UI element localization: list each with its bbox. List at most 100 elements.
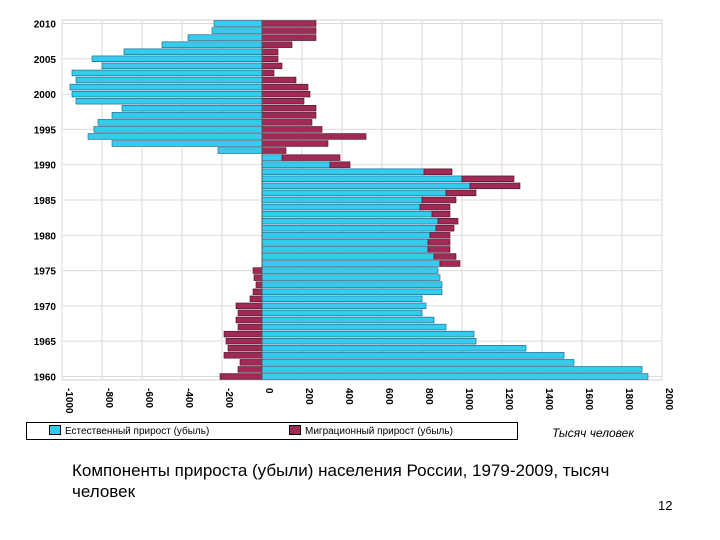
bar-migration-1979: [427, 239, 451, 246]
bar-natural-1979: [261, 239, 429, 246]
slide-caption: Компоненты прироста (убыли) населения Ро…: [72, 461, 610, 501]
bar-natural-1991: [261, 154, 283, 161]
bar-migration-1986: [445, 189, 477, 197]
bar-natural-1974: [261, 274, 441, 281]
bar-migration-1971: [249, 295, 263, 303]
bar-migration-1963: [223, 352, 263, 359]
y-tick-label: 2005: [34, 55, 57, 66]
bar-migration-1964: [227, 345, 263, 352]
bar-natural-1976: [261, 260, 441, 267]
bar-migration-1996: [261, 119, 313, 126]
bar-natural-1963: [261, 352, 565, 359]
legend-label-migration: Миграционный прирост (убыль): [305, 426, 453, 437]
bar-natural-1971: [261, 295, 423, 303]
bar-migration-1990: [329, 161, 351, 168]
bar-migration-1985: [421, 196, 457, 204]
bar-natural-1987: [261, 182, 471, 190]
bar-migration-1970: [235, 302, 263, 310]
x-tick-label: 800: [423, 388, 434, 405]
bar-migration-1980: [429, 232, 451, 239]
bar-migration-1987: [469, 182, 521, 190]
bar-migration-1984: [419, 203, 451, 211]
bar-natural-1994: [87, 133, 263, 140]
bar-natural-1985: [261, 196, 423, 204]
bar-migration-1982: [437, 217, 459, 225]
bar-natural-1966: [261, 330, 475, 338]
bar-migration-1968: [235, 316, 263, 324]
bar-natural-1977: [261, 253, 435, 260]
bar-natural-1980: [261, 232, 431, 239]
x-axis-unit-label: Тысяч человек: [552, 426, 634, 440]
bar-natural-1981: [261, 225, 437, 232]
bar-natural-1997: [111, 112, 263, 119]
bar-natural-2007: [161, 41, 263, 48]
bar-natural-2004: [101, 62, 263, 70]
y-tick-label: 1975: [34, 267, 57, 278]
x-tick-label: -800: [103, 388, 114, 408]
bar-migration-1992: [261, 147, 287, 154]
bar-natural-1965: [261, 337, 477, 345]
y-tick-label: 1960: [34, 372, 57, 383]
x-tick-label: -200: [223, 388, 234, 408]
bar-migration-2008: [261, 34, 317, 41]
bar-natural-1993: [111, 140, 263, 147]
bar-natural-2000: [71, 90, 263, 98]
bar-natural-1998: [121, 105, 263, 112]
bar-natural-1989: [261, 168, 425, 175]
bar-natural-1983: [261, 210, 433, 218]
x-tick-label: 1200: [503, 388, 514, 411]
bar-migration-1962: [239, 359, 263, 366]
bar-natural-1996: [97, 119, 263, 126]
bar-migration-1973: [255, 281, 263, 288]
bar-migration-1998: [261, 105, 317, 112]
bar-natural-1961: [261, 366, 643, 373]
bar-migration-1993: [261, 140, 329, 147]
x-tick-label: -1000: [63, 388, 74, 414]
y-tick-label: 2000: [34, 90, 57, 101]
chart-legend: Естественный прирост (убыль) Миграционны…: [26, 422, 518, 440]
y-tick-label: 1970: [34, 302, 57, 313]
y-tick-label: 1995: [34, 125, 57, 136]
bar-migration-1975: [252, 267, 263, 274]
bar-natural-1973: [261, 281, 443, 288]
bar-migration-1969: [237, 309, 263, 317]
legend-label-natural: Естественный прирост (убыль): [65, 426, 210, 437]
bar-migration-2010: [261, 20, 317, 27]
bar-natural-2009: [211, 27, 263, 34]
bar-natural-1967: [261, 323, 447, 331]
x-tick-label: 2000: [663, 388, 674, 411]
y-axis-labels: 1960 1965 1970 1975 1980 1985 1990 1995 2000 2005…: [34, 20, 57, 384]
bar-migration-1989: [423, 168, 453, 175]
bar-natural-2003: [71, 69, 263, 77]
y-tick-label: 1985: [34, 196, 57, 207]
bar-natural-1972: [261, 288, 443, 295]
x-tick-label: 1400: [543, 388, 554, 411]
x-axis-labels: -1000 -800 -600 -400 -200 0 200 400 600 800 1000 12…: [63, 388, 674, 414]
x-tick-label: -600: [143, 388, 154, 408]
bar-natural-2010: [213, 20, 263, 27]
x-tick-label: 400: [343, 388, 354, 405]
y-tick-label: 1980: [34, 231, 57, 242]
bar-natural-1999: [75, 97, 263, 105]
bar-migration-1994: [261, 133, 367, 140]
bar-migration-1991: [281, 154, 341, 161]
bar-migration-2007: [261, 41, 293, 48]
bar-migration-1965: [225, 337, 263, 345]
bar-natural-2006: [123, 48, 263, 55]
bar-natural-1995: [93, 126, 263, 133]
bar-migration-2006: [261, 48, 279, 55]
bar-migration-1999: [261, 97, 305, 105]
bar-natural-1992: [217, 147, 263, 154]
bar-natural-1962: [261, 359, 575, 366]
bar-migration-1961: [237, 366, 263, 373]
bar-natural-2005: [91, 55, 263, 63]
legend-item-natural: Естественный прирост (убыль): [49, 425, 209, 437]
y-tick-label: 1990: [34, 161, 57, 172]
bar-migration-1974: [253, 274, 263, 281]
bar-migration-2003: [261, 69, 275, 77]
chart-bars: [69, 20, 649, 380]
x-tick-label: 1000: [463, 388, 474, 411]
legend-swatch-migration: [289, 425, 301, 435]
bar-natural-1969: [261, 309, 423, 317]
bar-natural-1982: [261, 217, 439, 225]
